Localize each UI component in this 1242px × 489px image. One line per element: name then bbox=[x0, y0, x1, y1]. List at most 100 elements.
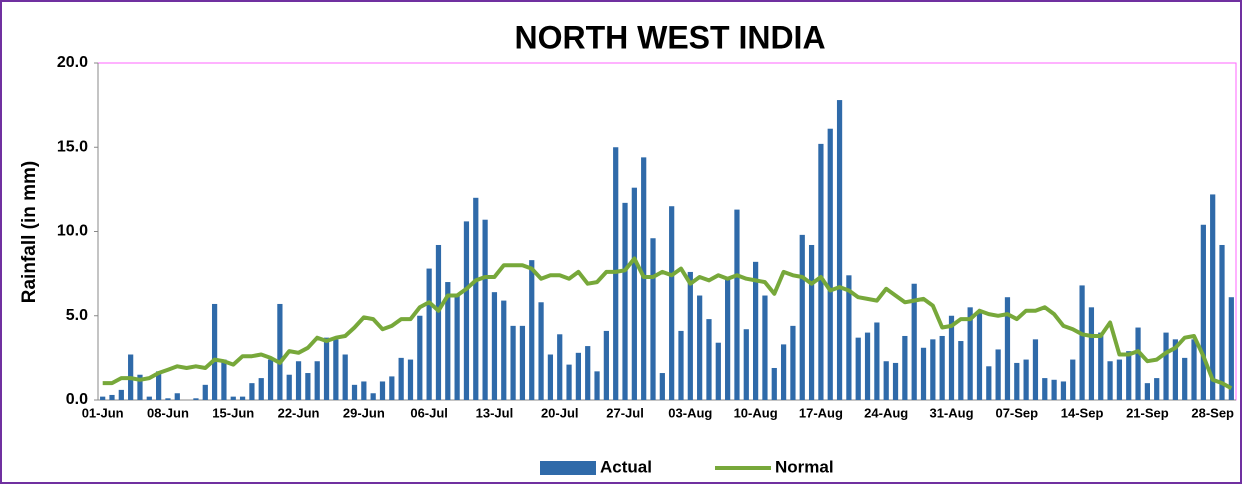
bar bbox=[1191, 339, 1197, 400]
bar bbox=[277, 303, 283, 400]
bar bbox=[1163, 332, 1169, 400]
bar bbox=[501, 300, 507, 400]
bar bbox=[1042, 378, 1048, 400]
bar bbox=[631, 187, 637, 400]
bar bbox=[846, 275, 852, 400]
x-tick-label: 13-Jul bbox=[476, 405, 514, 420]
bar bbox=[1182, 357, 1188, 400]
x-tick-label: 27-Jul bbox=[606, 405, 644, 420]
bar bbox=[911, 283, 917, 400]
bar bbox=[1023, 359, 1029, 400]
x-tick-label: 15-Jun bbox=[212, 405, 254, 420]
bar bbox=[146, 396, 152, 400]
bar bbox=[389, 376, 395, 400]
bar bbox=[342, 354, 348, 400]
bar bbox=[566, 364, 572, 400]
bar bbox=[333, 339, 339, 400]
bar bbox=[314, 361, 320, 400]
x-tick-label: 20-Jul bbox=[541, 405, 579, 420]
bar bbox=[426, 268, 432, 400]
bar bbox=[650, 238, 656, 400]
x-tick-label: 06-Jul bbox=[410, 405, 448, 420]
y-tick-label: 10.0 bbox=[57, 223, 88, 240]
bar bbox=[883, 361, 889, 400]
y-tick-label: 20.0 bbox=[57, 54, 88, 71]
bar bbox=[370, 393, 376, 400]
bar bbox=[920, 347, 927, 400]
x-tick-label: 21-Sep bbox=[1126, 405, 1169, 420]
bar bbox=[1051, 379, 1057, 400]
bar bbox=[1172, 339, 1178, 400]
bar bbox=[557, 334, 563, 400]
x-tick-label: 10-Aug bbox=[734, 405, 778, 420]
bar bbox=[1200, 224, 1206, 400]
bar bbox=[743, 329, 749, 400]
line bbox=[102, 256, 1233, 390]
bar bbox=[659, 373, 665, 400]
bar bbox=[836, 100, 843, 400]
bar bbox=[575, 352, 581, 400]
x-tick-label: 31-Aug bbox=[929, 405, 973, 420]
bar bbox=[734, 209, 740, 400]
bar bbox=[1070, 359, 1076, 400]
bar bbox=[585, 346, 591, 400]
bar bbox=[855, 337, 861, 400]
bar bbox=[678, 330, 684, 400]
bar bbox=[463, 221, 470, 400]
bar bbox=[174, 393, 180, 400]
bar bbox=[538, 302, 544, 400]
bar bbox=[379, 381, 386, 400]
bar bbox=[986, 366, 992, 400]
bar bbox=[948, 315, 955, 400]
bar bbox=[529, 260, 535, 400]
x-tick-label: 01-Jun bbox=[82, 405, 124, 420]
bar bbox=[202, 384, 208, 400]
bar bbox=[706, 319, 712, 400]
bar bbox=[725, 278, 731, 400]
x-tick-label: 03-Aug bbox=[668, 405, 712, 420]
bar bbox=[510, 325, 516, 400]
x-tick-label: 22-Jun bbox=[278, 405, 320, 420]
y-tick-label: 15.0 bbox=[57, 138, 88, 155]
bar bbox=[519, 325, 526, 400]
y-tick-label: 0.0 bbox=[66, 391, 88, 408]
bar bbox=[976, 310, 983, 400]
bar bbox=[790, 325, 796, 400]
bar bbox=[687, 271, 693, 400]
bar bbox=[1032, 339, 1039, 400]
bar bbox=[239, 396, 246, 400]
bar bbox=[1079, 285, 1085, 400]
bar bbox=[594, 371, 600, 400]
bar bbox=[417, 315, 423, 400]
bar bbox=[445, 282, 451, 400]
bar bbox=[892, 362, 899, 400]
bar bbox=[1004, 297, 1011, 400]
bar bbox=[1116, 359, 1123, 400]
bar bbox=[1144, 383, 1150, 400]
bar bbox=[808, 244, 815, 400]
bar bbox=[864, 332, 871, 400]
bar bbox=[958, 341, 964, 400]
bar bbox=[165, 398, 171, 400]
chart-title: NORTH WEST INDIA bbox=[514, 19, 825, 55]
bar bbox=[827, 128, 833, 400]
bar bbox=[799, 234, 805, 400]
x-tick-label: 24-Aug bbox=[864, 405, 908, 420]
x-tick-label: 08-Jun bbox=[147, 405, 189, 420]
bar bbox=[603, 330, 609, 400]
bar bbox=[1219, 244, 1225, 400]
bar bbox=[267, 359, 274, 400]
bar bbox=[473, 197, 479, 400]
bar bbox=[1014, 362, 1020, 400]
bar bbox=[995, 349, 1001, 400]
bar bbox=[454, 293, 460, 400]
bar bbox=[939, 335, 945, 400]
bar bbox=[286, 374, 292, 400]
bar bbox=[407, 359, 414, 400]
y-tick-label: 5.0 bbox=[66, 307, 88, 324]
legend-label: Normal bbox=[775, 457, 834, 476]
bar bbox=[818, 143, 824, 400]
bar bbox=[930, 339, 936, 400]
